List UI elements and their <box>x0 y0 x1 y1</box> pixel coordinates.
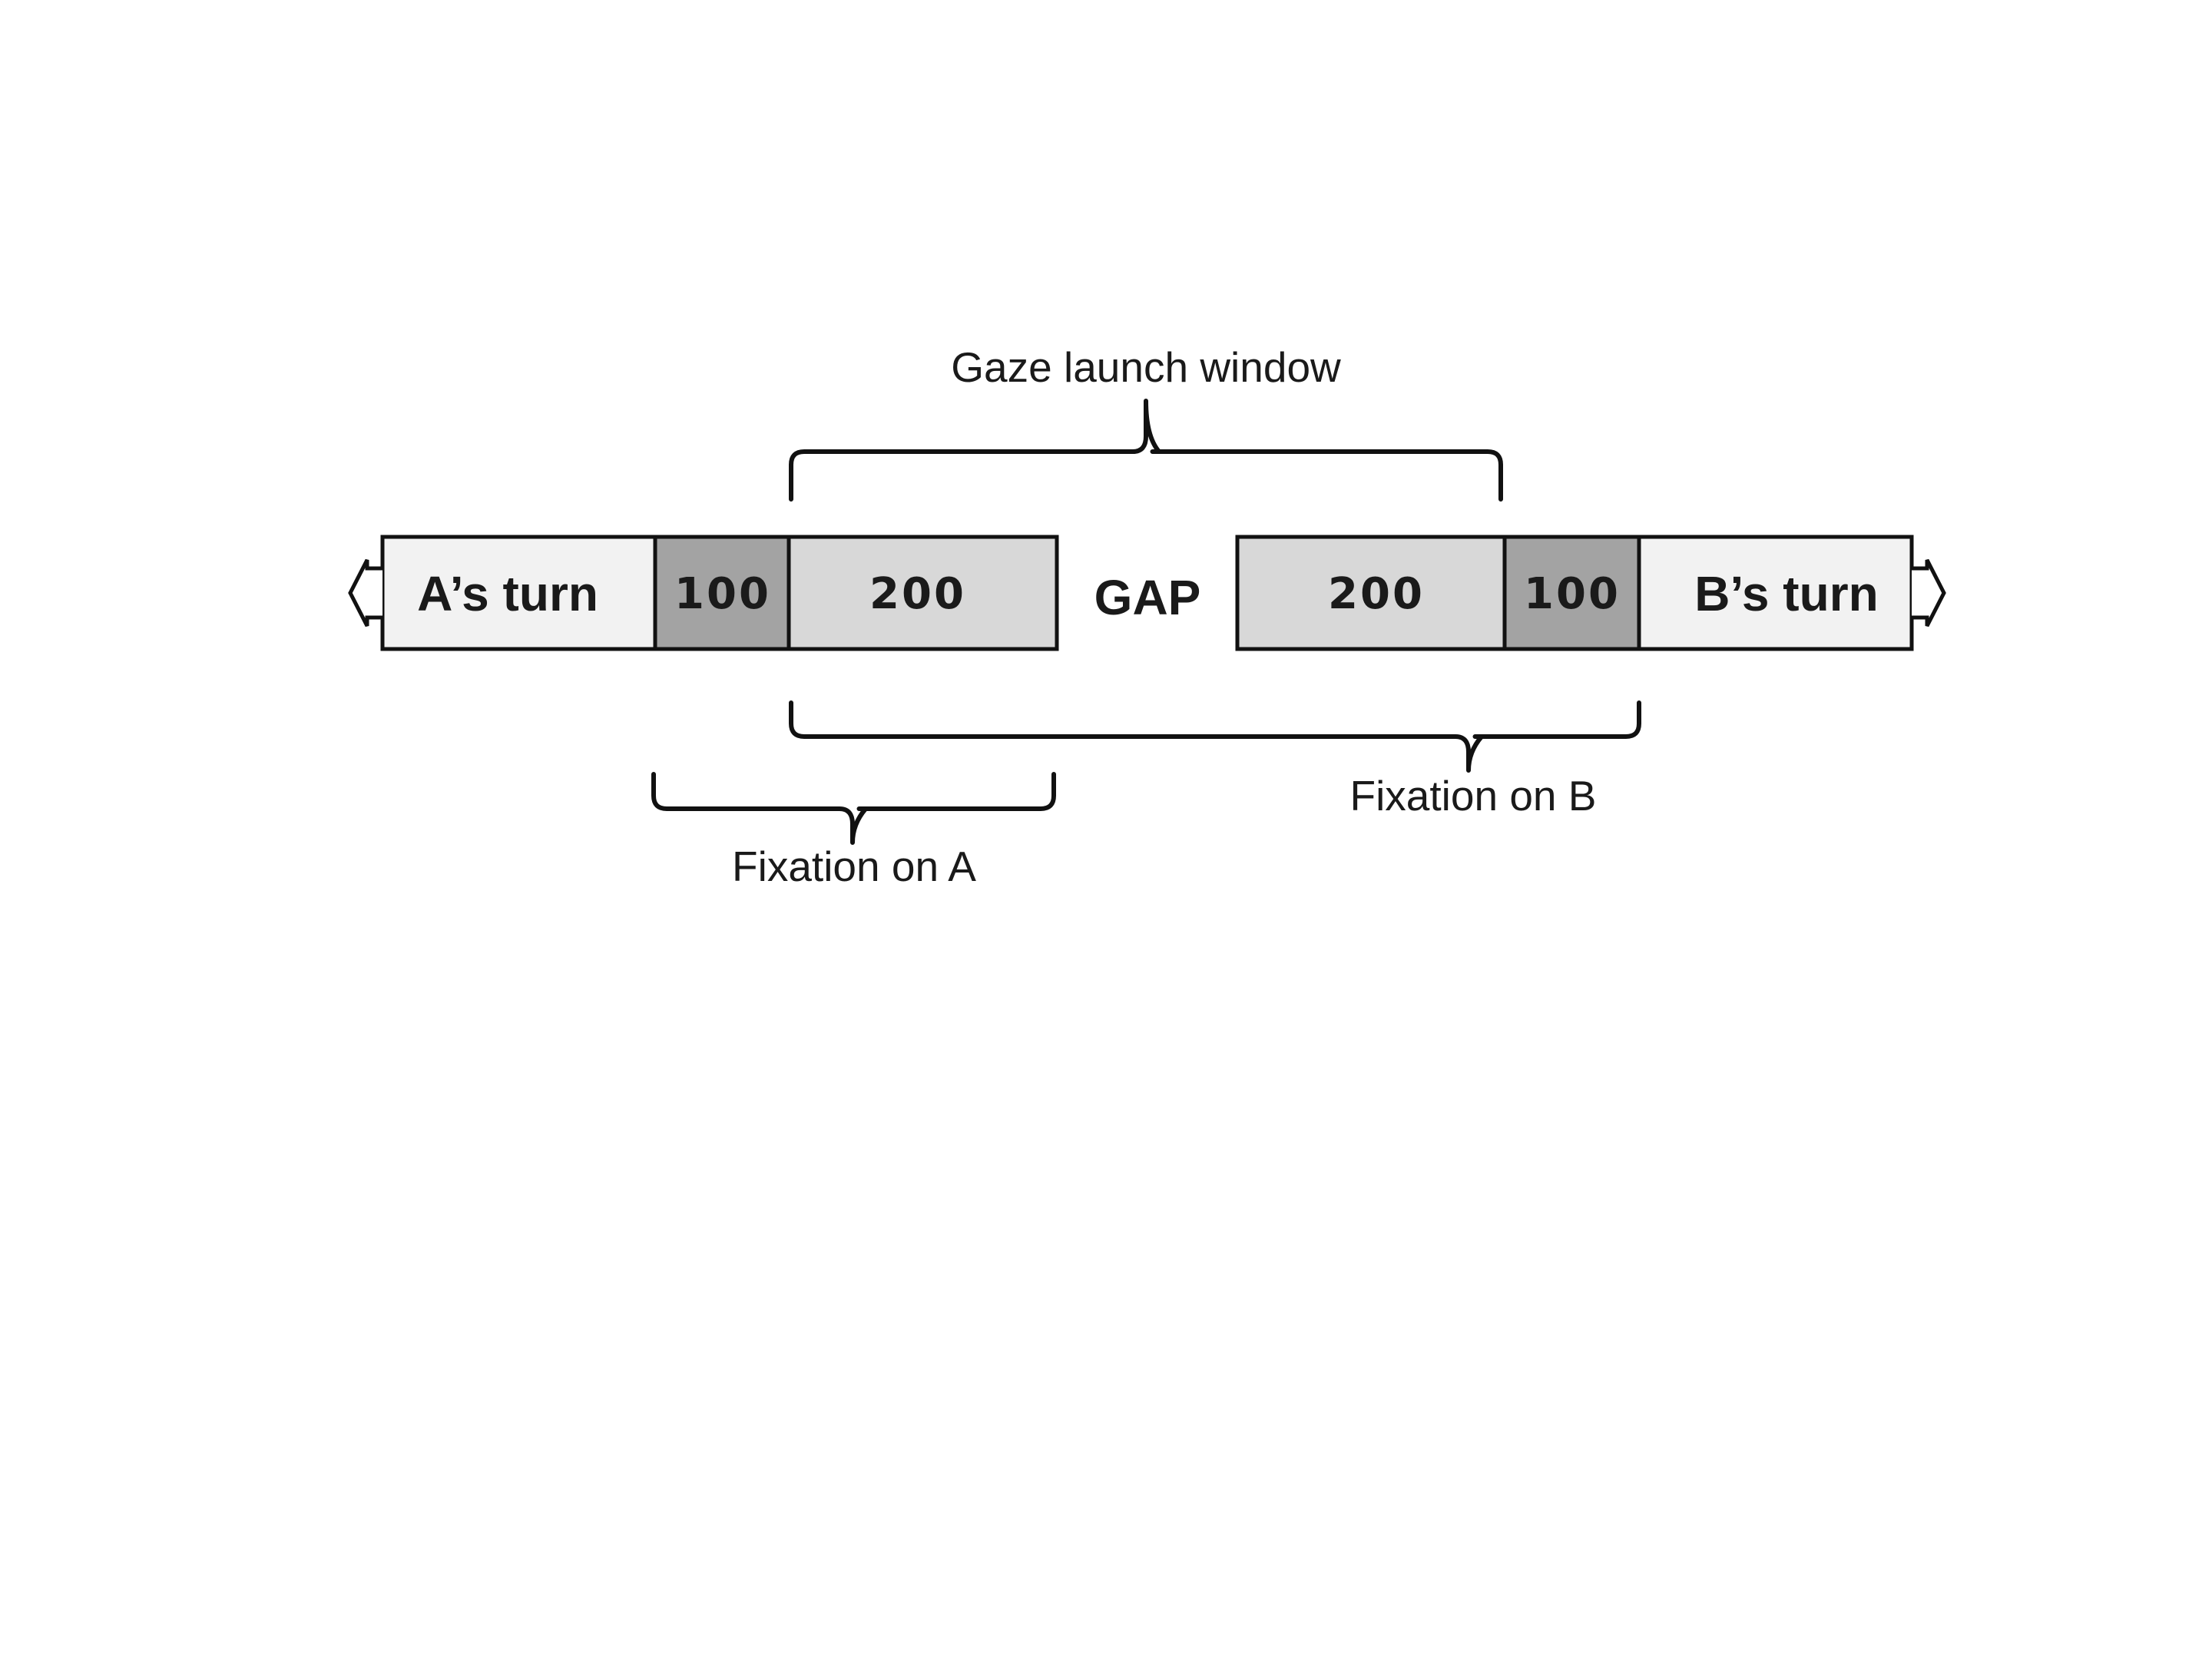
b-side-bar <box>1235 535 1946 651</box>
b-turn-segment <box>1637 535 1914 651</box>
a-200-segment <box>786 535 1059 651</box>
left-arrow-icon <box>348 558 382 628</box>
a-200-label: 200 <box>869 569 966 619</box>
b-100-label: 100 <box>1524 569 1621 619</box>
fixation-on-a-label: Fixation on A <box>732 843 976 890</box>
right-arrow-icon <box>1912 558 1946 628</box>
b-200-label: 200 <box>1328 569 1425 619</box>
fixation-on-b-label: Fixation on B <box>1349 772 1596 820</box>
b-200-segment <box>1235 535 1507 651</box>
gaze-launch-window-brace <box>789 399 1503 502</box>
gap-label: GAP <box>1094 570 1201 625</box>
a-side-bar <box>348 535 1059 651</box>
b-turn-label: B’s turn <box>1694 566 1878 621</box>
fixation-on-a-brace <box>651 772 1056 845</box>
fixation-on-b-brace <box>789 700 1641 773</box>
a-100-segment <box>653 535 791 651</box>
a-turn-label: A’s turn <box>417 566 598 621</box>
a-100-label: 100 <box>674 569 771 619</box>
gaze-launch-window-label: Gaze launch window <box>951 343 1341 391</box>
